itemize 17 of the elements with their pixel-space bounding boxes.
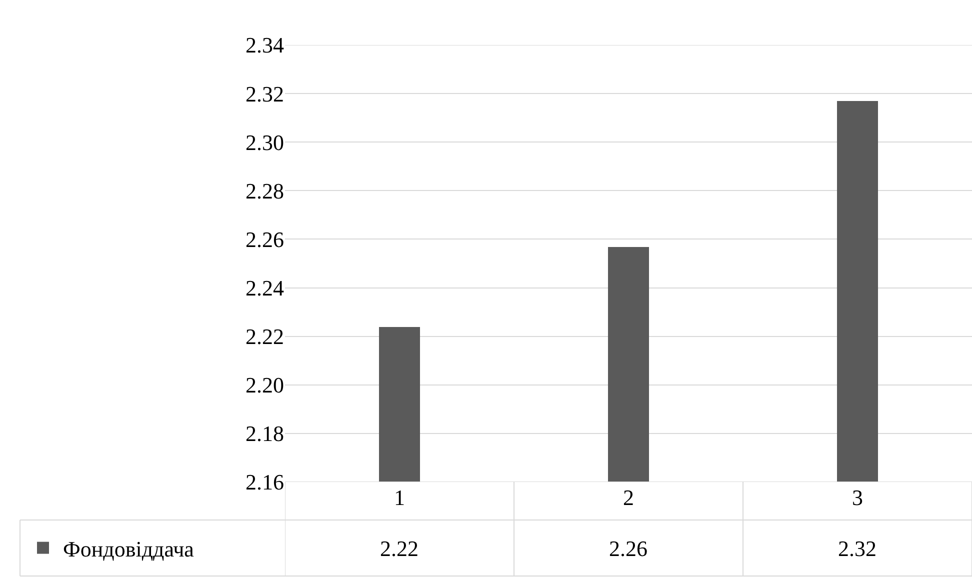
x-tick-label: 2 [623, 485, 634, 510]
text: 2.18 [246, 421, 284, 446]
x-tick-label: 1 [394, 485, 405, 510]
text: 2.24 [246, 275, 284, 300]
data-label: 2.22 [380, 536, 418, 561]
text: 2.30 [246, 130, 284, 155]
text: 2.26 [246, 226, 284, 252]
x-tick-label: 3 [852, 485, 863, 510]
data-label: 2.26 [609, 536, 648, 561]
text: 2.28 [246, 178, 284, 204]
text: 2.16 [246, 470, 284, 495]
text: 2.32 [246, 81, 284, 106]
text: 2.20 [246, 372, 284, 398]
text: 2.22 [246, 324, 284, 350]
text: 2.34 [246, 32, 284, 58]
legend-label: Фондовіддача [63, 536, 194, 562]
data-label: 2.32 [838, 536, 876, 561]
